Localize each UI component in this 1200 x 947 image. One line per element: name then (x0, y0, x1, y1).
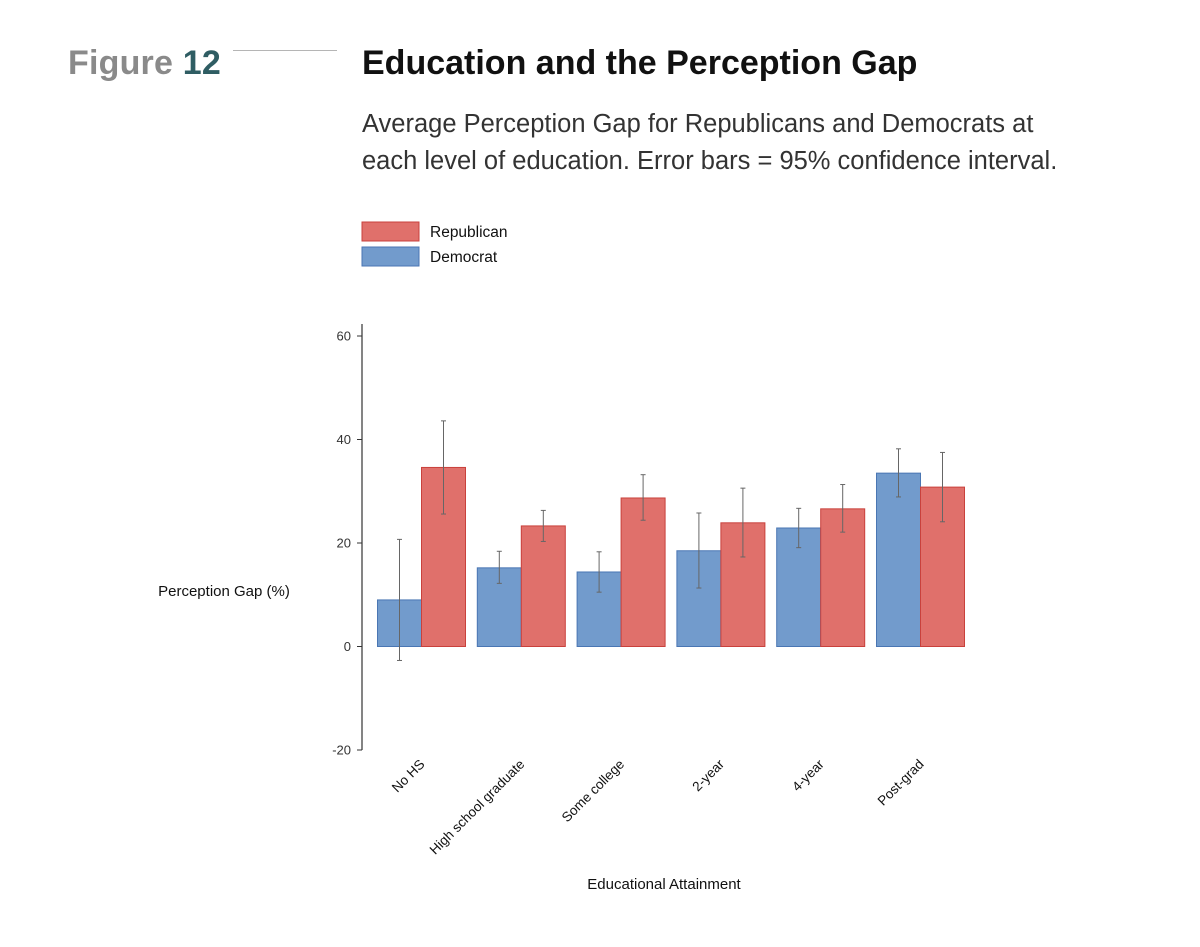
y-tick-label: 0 (344, 639, 351, 654)
y-axis-label: Perception Gap (%) (158, 583, 290, 600)
legend-swatch-republican (361, 221, 420, 242)
y-tick-label: 20 (337, 536, 351, 551)
x-tick-label-4-year: 4-year (789, 756, 827, 794)
chart-subtitle: Average Perception Gap for Republicans a… (362, 110, 1058, 175)
figure-divider (233, 50, 337, 51)
x-tick-label-2-year: 2-year (689, 756, 727, 794)
y-tick-label: 60 (337, 329, 351, 344)
bar-republican-high-school-graduate (520, 525, 566, 647)
bar-group (377, 466, 965, 648)
figure-word: Figure (68, 44, 174, 82)
x-tick-label-some-college: Some college (559, 757, 627, 825)
legend-label-republican: Republican (430, 224, 508, 241)
y-tick-label: -20 (332, 743, 351, 758)
x-tick-label-post-grad: Post-grad (875, 757, 927, 809)
error-bar-group (397, 420, 945, 661)
chart-title: Education and the Perception Gap (362, 44, 918, 82)
y-axis: -20 0 20 40 60 (332, 324, 363, 758)
y-tick-label: 40 (337, 432, 351, 447)
legend: Republican Democrat (361, 221, 508, 267)
bar-democrat-post-grad (876, 472, 921, 648)
figure-number: 12 (182, 44, 221, 82)
legend-label-democrat: Democrat (430, 249, 498, 266)
x-axis-label: Educational Attainment (587, 876, 741, 893)
x-tick-label-no-hs: No HS (389, 757, 428, 796)
legend-swatch-democrat (361, 246, 420, 267)
bar-republican-some-college (620, 497, 666, 648)
x-tick-label-high-school-graduate: High school graduate (427, 757, 528, 858)
figure-label: Figure 12 (68, 44, 221, 83)
